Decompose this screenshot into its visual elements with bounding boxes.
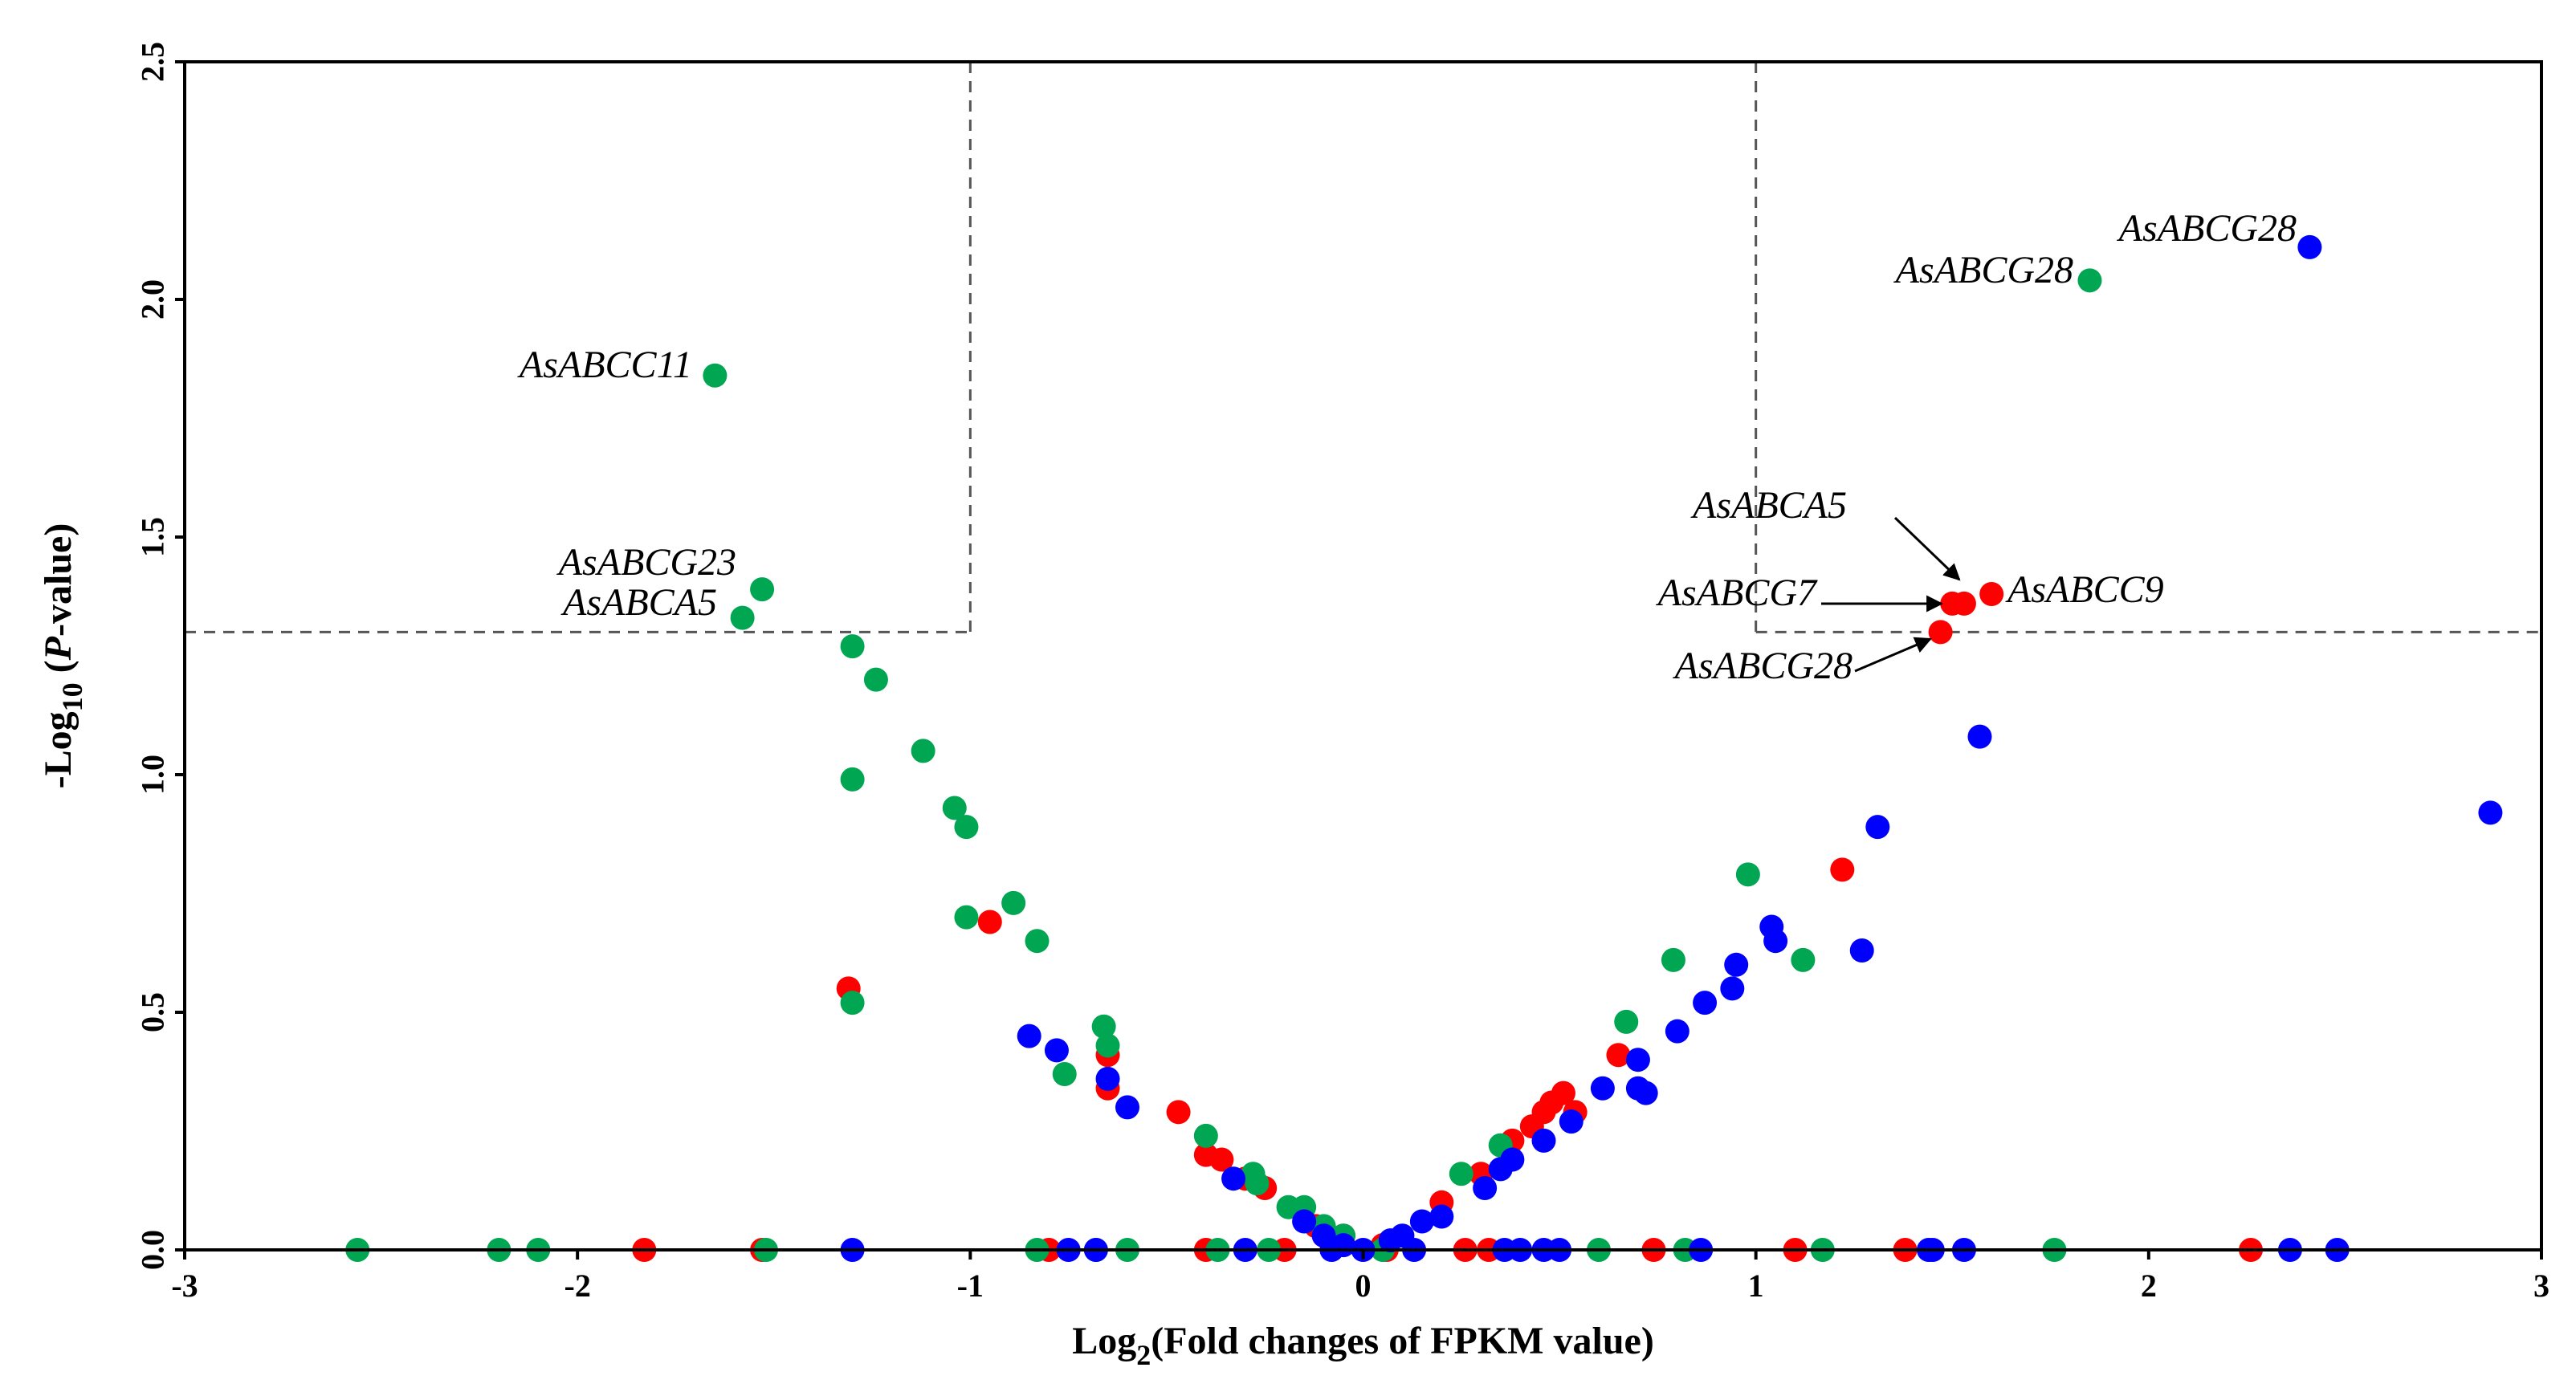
data-point-blue xyxy=(1473,1176,1498,1201)
gene-label: AsABCC11 xyxy=(517,344,692,386)
x-tick-label: -1 xyxy=(957,1268,984,1304)
data-point-red xyxy=(1979,582,2004,607)
data-point-green xyxy=(840,634,865,659)
data-point-green xyxy=(703,363,728,388)
data-point-green xyxy=(1052,1061,1077,1086)
data-point-green xyxy=(1001,890,1026,915)
data-point-blue xyxy=(1409,1209,1434,1234)
y-tick-label: 0.5 xyxy=(135,992,171,1032)
data-point-green xyxy=(2077,268,2102,293)
y-tick-label: 2.0 xyxy=(135,279,171,319)
x-tick-label: 3 xyxy=(2533,1268,2550,1304)
gene-label: AsABCG28 xyxy=(2117,207,2297,250)
data-point-green xyxy=(1614,1009,1639,1034)
y-tick-label: 1.5 xyxy=(135,517,171,557)
data-point-blue xyxy=(1221,1166,1246,1191)
data-point-blue xyxy=(2297,234,2322,259)
data-point-blue xyxy=(1720,976,1745,1001)
data-point-green xyxy=(1791,947,1816,972)
data-point-green xyxy=(840,991,865,1015)
data-point-red xyxy=(1951,591,1976,616)
data-point-blue xyxy=(1115,1095,1139,1120)
y-tick-label: 1.0 xyxy=(135,755,171,795)
data-point-blue xyxy=(1095,1066,1120,1091)
data-point-blue xyxy=(1763,929,1788,954)
data-point-blue xyxy=(1693,991,1718,1015)
threshold-lines xyxy=(185,62,2541,633)
data-point-blue xyxy=(1665,1019,1689,1044)
gene-label: AsABCG7 xyxy=(1656,572,1818,614)
data-point-green xyxy=(840,767,865,792)
data-point-green xyxy=(1245,1171,1270,1196)
data-point-blue xyxy=(1849,938,1874,963)
gene-label: AsABCG28 xyxy=(1893,249,2073,291)
data-point-blue xyxy=(1865,815,1890,840)
x-tick-label: -2 xyxy=(565,1268,591,1304)
data-point-green xyxy=(1735,862,1760,887)
x-axis-label: Log2(Fold changes of FPKM value) xyxy=(1072,1320,1654,1371)
data-point-red xyxy=(1928,620,1953,645)
data-point-blue xyxy=(1633,1081,1658,1105)
gene-annotations: AsABCC11AsABCG23AsABCA5AsABCG28AsABCG28A… xyxy=(517,207,2297,687)
data-point-green xyxy=(863,667,888,692)
data-point-green xyxy=(1095,1033,1120,1058)
data-point-blue xyxy=(1378,1228,1403,1253)
data-point-green xyxy=(730,605,755,630)
data-point-green xyxy=(942,796,967,820)
data-point-blue xyxy=(1531,1128,1556,1153)
data-point-green xyxy=(954,905,979,930)
x-tick-label: 2 xyxy=(2141,1268,2157,1304)
y-tick-label: 2.5 xyxy=(135,42,171,82)
data-point-blue xyxy=(1590,1076,1615,1101)
gene-label: AsABCC9 xyxy=(2005,568,2164,611)
annotation-arrow xyxy=(1854,637,1932,673)
data-point-green xyxy=(911,739,935,763)
data-point-blue xyxy=(1967,724,1992,749)
data-point-red xyxy=(1606,1043,1631,1068)
gene-label: AsABCG28 xyxy=(1673,645,1853,687)
axis-ticks: -3 -2 -1 0 1 2 3 0.0 0.5 1.0 1.5 2.0 2.5 xyxy=(135,42,2550,1304)
x-tick-label: -3 xyxy=(171,1268,198,1304)
data-point-blue xyxy=(2478,800,2503,825)
data-point-blue xyxy=(1429,1204,1454,1229)
data-point-blue xyxy=(1292,1209,1317,1234)
data-point-blue xyxy=(1724,952,1749,977)
data-point-green xyxy=(750,577,775,602)
data-point-blue xyxy=(1625,1048,1650,1072)
data-point-blue xyxy=(1559,1109,1584,1134)
data-point-green xyxy=(954,815,979,840)
y-axis-label: -Log10 (P-value) xyxy=(37,523,88,789)
data-point-red xyxy=(1551,1081,1575,1105)
data-point-red xyxy=(977,910,1002,934)
x-tick-label: 1 xyxy=(1748,1268,1764,1304)
data-point-green xyxy=(1091,1014,1116,1039)
data-points xyxy=(345,234,2503,1262)
data-point-blue xyxy=(1044,1038,1069,1063)
annotation-arrow xyxy=(1893,516,1961,581)
data-point-green xyxy=(1193,1123,1218,1148)
y-tick-label: 0.0 xyxy=(135,1230,171,1270)
data-point-green xyxy=(1661,947,1685,972)
data-point-blue xyxy=(1488,1157,1513,1182)
x-tick-label: 0 xyxy=(1355,1268,1372,1304)
gene-label: AsABCA5 xyxy=(560,581,717,624)
data-point-green xyxy=(1025,929,1050,954)
data-point-red xyxy=(1830,857,1855,882)
gene-label: AsABCA5 xyxy=(1690,484,1847,527)
data-point-green xyxy=(1449,1162,1473,1186)
data-point-blue xyxy=(1017,1024,1041,1048)
data-point-red xyxy=(1209,1147,1234,1172)
gene-label: AsABCG23 xyxy=(556,541,736,584)
data-point-red xyxy=(1166,1100,1191,1125)
